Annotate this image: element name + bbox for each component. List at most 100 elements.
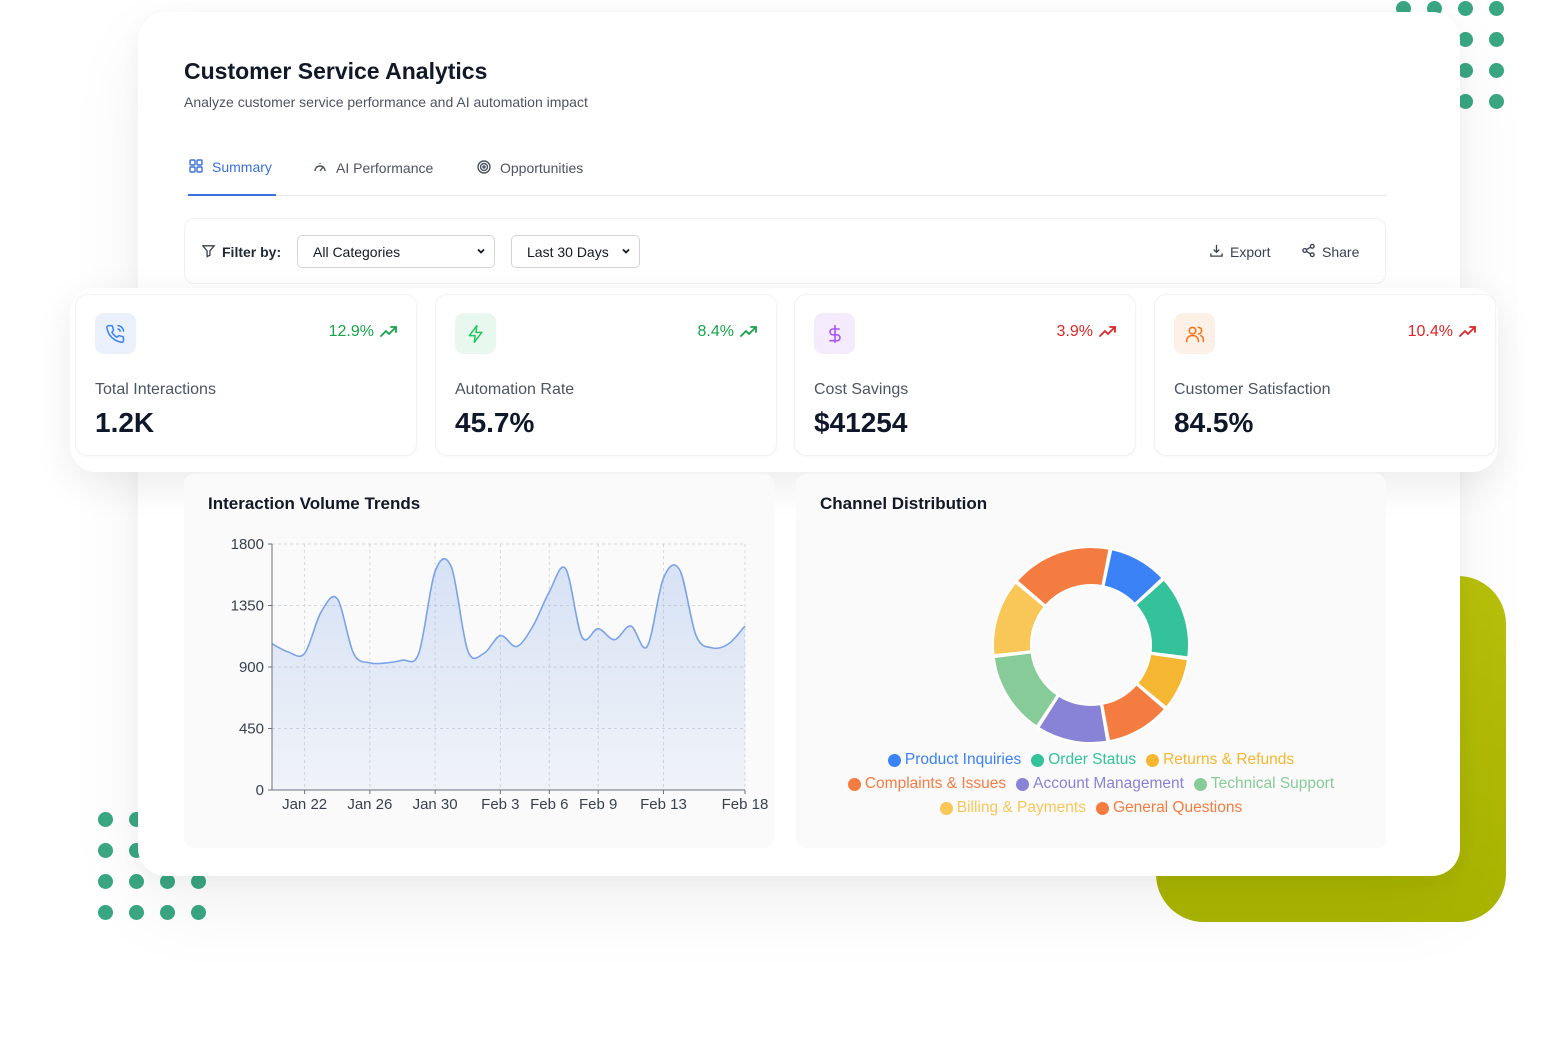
legend-swatch <box>847 777 861 791</box>
stat-value: 1.2K <box>95 407 155 438</box>
legend-row: Billing & Payments General Questions <box>796 799 1386 817</box>
date-range-select[interactable]: Last 30 Days <box>511 235 640 268</box>
x-tick-label: Jan 30 <box>413 796 458 813</box>
legend-swatch <box>1095 801 1109 815</box>
legend-swatch <box>1146 753 1160 767</box>
chart-title: Channel Distribution <box>820 494 988 513</box>
series-line <box>271 558 746 665</box>
legend-swatch <box>1193 777 1207 791</box>
legend-item[interactable]: Complaints & Issues <box>847 775 1006 793</box>
stat-card-customer-satisfaction: 10.4% Customer Satisfaction 84.5% <box>1154 294 1496 456</box>
filter-bar: Filter by: All Categories Last 30 Days E… <box>184 218 1386 284</box>
x-tick-label: Jan 26 <box>347 796 392 813</box>
y-tick-label: 0 <box>256 782 264 799</box>
stat-label: Customer Satisfaction <box>1174 381 1331 398</box>
stat-change: 10.4% <box>1408 323 1477 341</box>
trend-up-icon <box>740 326 757 337</box>
chevron-down-icon <box>622 248 630 254</box>
donut-slice <box>1135 652 1190 709</box>
donut-slice <box>992 651 1060 728</box>
phone-icon <box>95 313 136 354</box>
stat-label: Automation Rate <box>455 381 575 398</box>
donut-slice <box>1015 546 1111 608</box>
tab-summary-label: Summary <box>212 159 272 175</box>
dollar-icon <box>814 313 855 354</box>
legend-row: Complaints & Issues Account Management Tec… <box>796 775 1386 793</box>
donut-slice <box>1036 694 1109 744</box>
y-tick-label: 900 <box>239 659 264 676</box>
x-tick-label: Feb 18 <box>722 796 769 813</box>
chart-title: Interaction Volume Trends <box>208 494 421 513</box>
y-tick-label: 1800 <box>231 536 264 553</box>
filter-label: Filter by: <box>201 243 281 261</box>
legend-label: Account Management <box>1033 775 1184 792</box>
interaction-volume-card: Interaction Volume Trends 0 450 900 1350 180… <box>184 474 774 848</box>
stat-value: 45.7% <box>455 407 535 438</box>
legend-label: Returns & Refunds <box>1163 751 1295 768</box>
legend-item[interactable]: Account Management <box>1016 775 1184 793</box>
legend-item[interactable]: Order Status <box>1031 751 1136 769</box>
stat-change: 3.9% <box>1057 323 1117 341</box>
download-icon <box>1209 243 1224 261</box>
legend-item[interactable]: General Questions <box>1095 799 1243 817</box>
stat-card-automation-rate: 8.4% Automation Rate 45.7% <box>435 294 777 456</box>
area-fill <box>272 558 745 790</box>
legend-label: Technical Support <box>1210 775 1335 792</box>
legend-label: General Questions <box>1112 799 1243 816</box>
channel-distribution-chart <box>992 546 1190 744</box>
donut-slice <box>1100 682 1167 743</box>
tab-summary[interactable]: Summary <box>188 150 276 196</box>
x-tick-label: Feb 13 <box>640 796 687 813</box>
trend-up-icon <box>1099 326 1116 337</box>
x-tick-label: Feb 3 <box>481 796 519 813</box>
donut-slice <box>992 581 1047 657</box>
legend-label: Product Inquiries <box>904 751 1022 768</box>
share-icon <box>1301 243 1316 261</box>
legend-item[interactable]: Product Inquiries <box>887 751 1022 769</box>
donut-slice <box>1102 547 1164 606</box>
page-title: Customer Service Analytics <box>184 58 488 84</box>
legend-swatch <box>939 801 953 815</box>
target-icon <box>476 159 492 178</box>
legend-swatch <box>1031 753 1045 767</box>
interaction-volume-chart: 0 450 900 1350 1800 Jan 22 Jan 26 Jan 30 Feb 3 Fe… <box>231 536 769 813</box>
share-button[interactable]: Share <box>1301 243 1359 261</box>
export-button[interactable]: Export <box>1209 243 1270 261</box>
trend-up-icon <box>1459 326 1476 337</box>
tab-ai-performance[interactable]: AI Performance <box>312 150 433 196</box>
users-icon <box>1174 313 1215 354</box>
x-tick-label: Feb 6 <box>530 796 568 813</box>
legend-item[interactable]: Returns & Refunds <box>1146 751 1294 769</box>
legend-row: Product Inquiries Order Status Returns & R… <box>796 751 1386 769</box>
page-subtitle: Analyze customer service performance and… <box>184 94 588 110</box>
trend-up-icon <box>380 326 397 337</box>
category-select[interactable]: All Categories <box>297 235 495 268</box>
gauge-icon <box>312 159 328 178</box>
chevron-down-icon <box>477 248 485 254</box>
grid-icon <box>188 158 204 177</box>
stat-label: Cost Savings <box>814 381 909 398</box>
stats-row: 12.9% Total Interactions 1.2K 8.4% Autom… <box>70 288 1498 472</box>
stat-label: Total Interactions <box>95 381 216 398</box>
legend-item[interactable]: Technical Support <box>1193 775 1335 793</box>
y-tick-label: 450 <box>239 721 264 738</box>
donut-slice <box>1134 578 1190 659</box>
stat-card-total-interactions: 12.9% Total Interactions 1.2K <box>75 294 417 456</box>
stat-card-cost-savings: 3.9% Cost Savings $41254 <box>794 294 1136 456</box>
legend-label: Billing & Payments <box>956 799 1086 816</box>
x-tick-label: Jan 22 <box>282 796 327 813</box>
legend-label: Order Status <box>1048 751 1137 768</box>
legend-swatch <box>887 753 901 767</box>
tab-opportunities[interactable]: Opportunities <box>476 150 583 196</box>
x-tick-label: Feb 9 <box>579 796 617 813</box>
stat-change: 12.9% <box>329 323 398 341</box>
lightning-icon <box>455 313 496 354</box>
filter-icon <box>201 243 216 261</box>
tab-bar: Summary AI Performance Opportunities <box>184 150 1386 196</box>
y-tick-label: 1350 <box>231 598 264 615</box>
stat-change: 8.4% <box>698 323 758 341</box>
stat-value: 84.5% <box>1174 407 1254 438</box>
legend-swatch <box>1016 777 1030 791</box>
legend-item[interactable]: Billing & Payments <box>939 799 1086 817</box>
channel-distribution-card: Channel Distribution Product Inquiries Or… <box>796 474 1386 848</box>
